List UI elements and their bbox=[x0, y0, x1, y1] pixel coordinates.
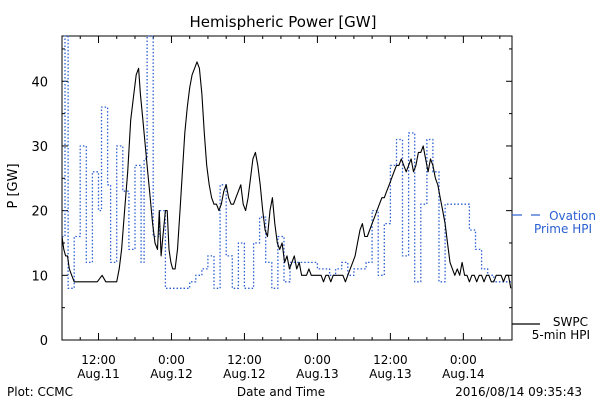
x-tick-date-label: Aug.14 bbox=[442, 367, 485, 381]
x-axis-label: Date and Time bbox=[237, 385, 325, 399]
y-tick-label: 30 bbox=[31, 140, 48, 155]
x-tick-time-label: 12:00 bbox=[373, 353, 408, 367]
y-tick-label: 10 bbox=[31, 269, 48, 284]
legend-ovation-label-2: Prime HPI bbox=[534, 222, 592, 236]
series-layer bbox=[61, 35, 512, 289]
legend-swpc-label-1: SWPC bbox=[553, 315, 588, 329]
plot-frame bbox=[61, 35, 513, 341]
footer-timestamp: 2016/08/14 09:35:43 bbox=[455, 385, 582, 399]
legend-swpc-label-2: 5-min HPI bbox=[532, 328, 590, 342]
x-axis-ticks: 12:00Aug.110:00Aug.1212:00Aug.120:00Aug.… bbox=[77, 36, 501, 381]
y-axis-label: P [GW] bbox=[6, 163, 21, 208]
x-tick-date-label: Aug.11 bbox=[77, 367, 120, 381]
y-tick-label: 0 bbox=[40, 334, 48, 349]
legend: Ovation Prime HPI SWPC 5-min HPI bbox=[512, 209, 596, 342]
footer-plot-credit: Plot: CCMC bbox=[7, 385, 73, 399]
chart-title: Hemispheric Power [GW] bbox=[190, 13, 377, 31]
x-tick-date-label: Aug.13 bbox=[369, 367, 412, 381]
x-tick-time-label: 0:00 bbox=[304, 353, 331, 367]
y-axis-ticks: 0 10 20 30 40 bbox=[31, 48, 512, 349]
y-tick-label: 20 bbox=[31, 205, 48, 220]
x-tick-time-label: 0:00 bbox=[158, 353, 185, 367]
plot-area bbox=[61, 35, 513, 341]
series-swpc-line bbox=[61, 61, 512, 289]
x-tick-time-label: 12:00 bbox=[81, 353, 116, 367]
series-ovation-prime-line bbox=[62, 35, 512, 289]
x-tick-time-label: 12:00 bbox=[227, 353, 262, 367]
x-tick-date-label: Aug.13 bbox=[296, 367, 339, 381]
legend-ovation-label-1: Ovation bbox=[549, 209, 596, 223]
y-tick-label: 40 bbox=[31, 75, 48, 90]
x-tick-time-label: 0:00 bbox=[450, 353, 477, 367]
x-tick-date-label: Aug.12 bbox=[223, 367, 266, 381]
x-tick-date-label: Aug.12 bbox=[150, 367, 193, 381]
